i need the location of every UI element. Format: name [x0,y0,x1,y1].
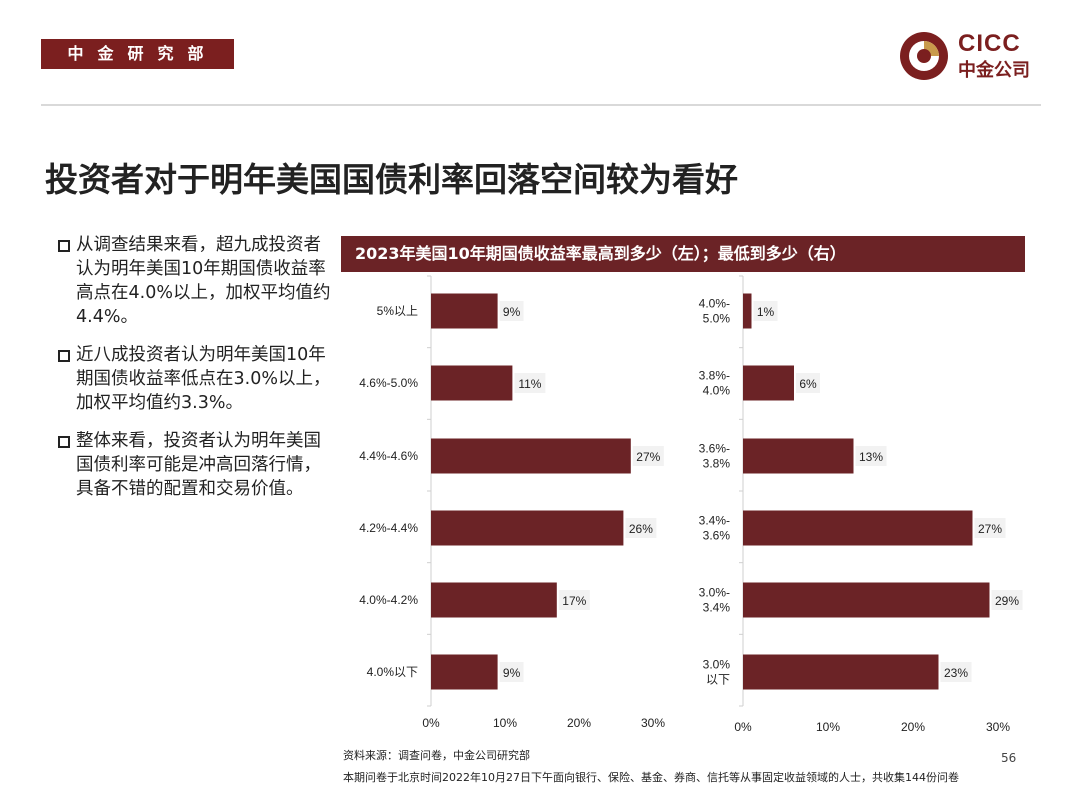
bar [431,654,498,690]
bullet-text: 从调查结果来看，超九成投资者认为明年美国10年期国债收益率高点在4.0%以上，加… [76,235,331,327]
category-label: 4.0%以下 [367,665,418,679]
data-label: 6% [799,377,817,391]
data-label-background [753,301,778,321]
cicc-logo-icon [900,32,948,80]
x-tick-label: 30% [641,716,665,730]
bar [431,438,631,474]
bar [431,510,624,546]
bullet-list: 从调查结果来看，超九成投资者认为明年美国10年期国债收益率高点在4.0%以上，加… [57,233,332,515]
bar [743,365,794,401]
category-label: 3.8%- [699,369,730,383]
bar [743,438,854,474]
data-label: 23% [944,666,968,680]
data-label-background [558,590,590,610]
bullet-text: 近八成投资者认为明年美国10年期国债收益率低点在3.0%以上，加权平均值约3.3… [76,345,331,413]
bar [431,293,498,329]
category-label: 3.0% [703,658,731,672]
survey-note: 本期问卷于北京时间2022年10月27日下午面向银行、保险、基金、券商、信托等从… [343,771,959,784]
header-divider [41,104,1041,106]
category-label: 4.0% [703,384,731,398]
logo-text-cn: 中金公司 [958,60,1030,81]
x-tick-label: 0% [734,720,752,734]
x-tick-label: 20% [901,720,925,734]
bullet-item: 整体来看，投资者认为明年美国国债利率可能是冲高回落行情，具备不错的配置和交易价值… [57,429,332,501]
data-label-background [940,662,972,682]
cicc-logo: CICC 中金公司 [898,28,1048,88]
data-label-background [796,373,820,393]
bullet-text: 整体来看，投资者认为明年美国国债利率可能是冲高回落行情，具备不错的配置和交易价值… [76,431,321,499]
category-label: 4.6%-5.0% [359,376,418,390]
square-bullet-icon [58,350,70,362]
bullet-item: 近八成投资者认为明年美国10年期国债收益率低点在3.0%以上，加权平均值约3.3… [57,343,332,415]
slide-title: 投资者对于明年美国国债利率回落空间较为看好 [45,160,738,199]
x-tick-label: 30% [986,720,1010,734]
bar [431,582,557,618]
data-label-background [632,446,664,466]
category-label: 3.4%- [699,514,730,528]
square-bullet-icon [58,436,70,448]
data-label: 27% [636,450,660,464]
category-label: 5%以上 [377,304,418,318]
data-label: 9% [503,305,521,319]
data-label: 29% [995,594,1019,608]
x-tick-label: 10% [493,716,517,730]
bar [743,510,973,546]
category-label: 4.0%- [699,297,730,311]
data-label: 1% [757,305,775,319]
page-number: 56 [1001,751,1017,765]
data-label-background [855,446,887,466]
category-label: 以下 [706,673,730,687]
bar [743,654,939,690]
category-label: 4.0%-4.2% [359,593,418,607]
data-label-background [625,518,657,538]
source-note: 资料来源：调查问卷，中金公司研究部 [343,749,530,762]
data-label: 27% [978,522,1002,536]
data-label: 17% [562,594,586,608]
chart-header: 2023年美国10年期国债收益率最高到多少（左）；最低到多少（右） [341,236,1025,272]
data-label-background [499,662,524,682]
bar [431,365,513,401]
category-label: 3.8% [703,457,731,471]
data-label-background [974,518,1006,538]
category-label: 4.4%-4.6% [359,449,418,463]
data-label: 11% [518,377,541,391]
x-tick-label: 20% [567,716,591,730]
x-tick-label: 10% [816,720,840,734]
data-label: 9% [503,666,521,680]
department-tag: 中金研究部 [41,39,234,69]
x-tick-label: 0% [422,716,440,730]
category-label: 5.0% [703,312,731,326]
category-label: 3.6%- [699,442,730,456]
square-bullet-icon [58,240,70,252]
data-label-background [991,590,1023,610]
logo-text-en: CICC [958,30,1021,57]
data-label-background [499,301,524,321]
bar [743,293,752,329]
data-label: 26% [629,522,653,536]
category-label: 3.0%- [699,586,730,600]
data-label: 13% [859,450,883,464]
category-label: 3.6% [703,529,731,543]
bullet-item: 从调查结果来看，超九成投资者认为明年美国10年期国债收益率高点在4.0%以上，加… [57,233,332,329]
category-label: 3.4% [703,601,731,615]
bar [743,582,990,618]
data-label-background [514,373,546,393]
category-label: 4.2%-4.4% [359,521,418,535]
